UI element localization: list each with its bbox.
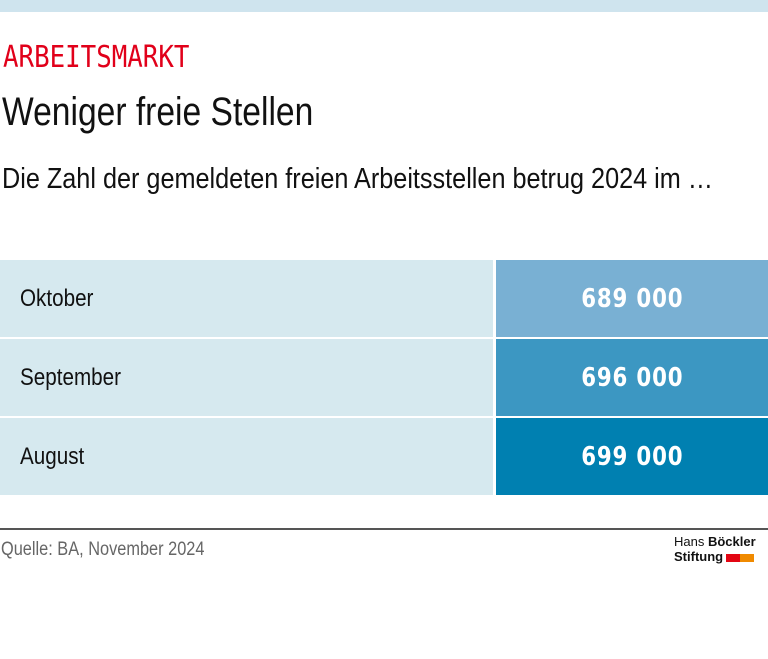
row-label: August — [20, 442, 85, 470]
subtitle: Die Zahl der gemeldeten freien Arbeitsst… — [2, 163, 714, 195]
footer-divider — [0, 528, 768, 530]
row-value-cell: 689 000 — [496, 260, 768, 337]
table-row: Oktober 689 000 — [0, 260, 768, 337]
source-note: Quelle: BA, November 2024 — [1, 539, 205, 560]
row-value-cell: 699 000 — [496, 418, 768, 495]
logo-color-bar-icon — [726, 550, 755, 565]
row-value-cell: 696 000 — [496, 339, 768, 416]
table-row: September 696 000 — [0, 339, 768, 416]
row-value: 696 000 — [580, 362, 684, 393]
top-accent-bar — [0, 0, 768, 12]
row-value: 699 000 — [580, 441, 684, 472]
row-value: 689 000 — [580, 283, 684, 314]
data-table: Oktober 689 000 September 696 000 August… — [0, 260, 768, 497]
hans-boeckler-logo: Hans Böckler Stiftung — [674, 534, 756, 565]
kicker-label: ARBEITSMARKT — [3, 40, 190, 75]
table-row: August 699 000 — [0, 418, 768, 495]
page-title: Weniger freie Stellen — [2, 90, 314, 134]
row-label: Oktober — [20, 284, 94, 312]
row-label: September — [20, 363, 121, 391]
